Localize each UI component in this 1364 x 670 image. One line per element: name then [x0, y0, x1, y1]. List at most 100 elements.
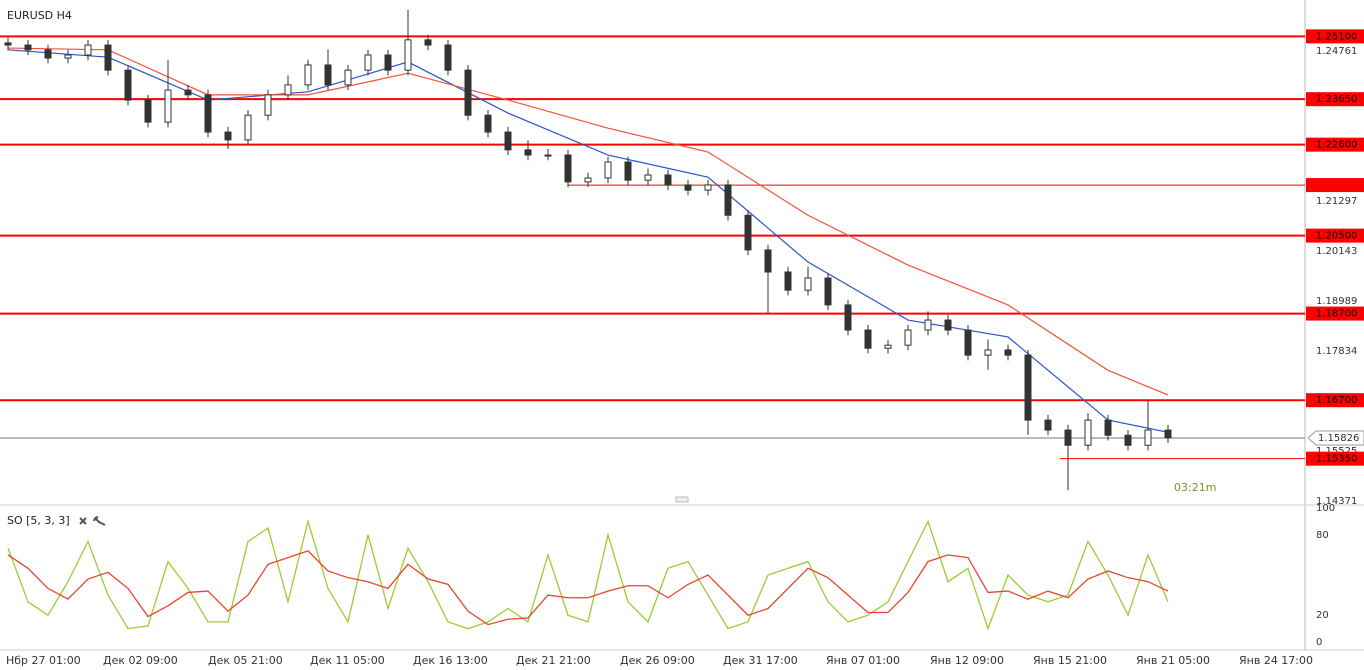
y-tick-label: 1.17834: [1316, 346, 1357, 357]
price-pane: 1.24761 1.21297 1.20143 1.18989 1.17834 1.155…: [0, 9, 1364, 507]
y-tick-label: 100: [1316, 503, 1335, 514]
candle-body: [964, 329, 972, 356]
candle-body: [1104, 419, 1112, 436]
current-price-label: 1.15826: [1318, 433, 1359, 444]
candle-body: [1044, 419, 1052, 431]
candle-body: [324, 64, 332, 86]
y-tick-label: 1.24761: [1316, 46, 1357, 57]
candle-body: [1084, 419, 1092, 446]
candle-body: [764, 249, 772, 273]
candle-body: [124, 69, 132, 101]
candle-body: [1004, 349, 1012, 356]
x-tick-label: Янв 24 17:00: [1239, 654, 1313, 667]
remove-indicator-icon[interactable]: [79, 517, 87, 525]
level-label-box: [1306, 29, 1364, 44]
candle-body: [344, 69, 352, 86]
y-tick-label: 1.14371: [1316, 496, 1357, 507]
candle-body: [684, 184, 692, 191]
candle-body: [784, 271, 792, 291]
candle-body: [64, 54, 72, 59]
level-label-box: [1306, 451, 1364, 466]
candle-body: [864, 329, 872, 349]
oscillator-line: [7, 518, 1169, 631]
level-label-box: [1306, 178, 1364, 193]
candle-body: [1124, 434, 1132, 446]
level-label: 1.23650: [1316, 94, 1357, 105]
x-tick-label: Дек 21 21:00: [516, 654, 591, 667]
candle-body: [1164, 429, 1172, 439]
y-tick-label: 20: [1316, 610, 1329, 621]
candle-body: [564, 154, 572, 183]
level-label: 1.20500: [1316, 231, 1357, 242]
level-label: 1.22600: [1316, 140, 1357, 151]
candle-body: [244, 114, 252, 141]
x-tick-label: Дек 26 09:00: [620, 654, 695, 667]
y-tick-label: 80: [1316, 530, 1329, 541]
bar-countdown: 03:21m: [1174, 481, 1216, 494]
chart-title: EURUSD H4: [7, 9, 72, 22]
y-tick-label: 1.20143: [1316, 246, 1357, 257]
oscillator-line: [7, 550, 1169, 626]
oscillator-pane: 0 20 80 100: [7, 503, 1335, 648]
candle-body: [804, 277, 812, 291]
candle-body: [184, 89, 192, 96]
candle-body: [644, 174, 652, 181]
level-label-box: [1306, 306, 1364, 321]
x-tick-label: Дек 16 13:00: [413, 654, 488, 667]
candle-body: [824, 277, 832, 306]
candle-body: [624, 161, 632, 181]
candle-body: [844, 304, 852, 331]
candle-body: [44, 49, 52, 59]
candle-body: [1064, 429, 1072, 446]
y-tick-label: 1.18989: [1316, 296, 1357, 307]
candle-body: [1144, 429, 1152, 446]
x-tick-label: Дек 02 09:00: [103, 654, 178, 667]
x-tick-label: Дек 31 17:00: [723, 654, 798, 667]
candle-body: [444, 44, 452, 71]
level-label: 1.25100: [1316, 31, 1357, 42]
pane-resize-handle[interactable]: [675, 496, 689, 503]
moving-average: [7, 49, 1169, 433]
level-label: 1.18700: [1316, 309, 1357, 320]
candle-body: [504, 131, 512, 151]
candle-body: [164, 89, 172, 123]
candle-body: [544, 154, 552, 157]
indicator-settings-icon[interactable]: [93, 516, 106, 526]
candle-body: [484, 114, 492, 133]
y-tick-label: 1.21297: [1316, 196, 1357, 207]
candle-body: [224, 131, 232, 141]
candle-body: [4, 42, 12, 46]
candle-body: [284, 84, 292, 96]
candle-body: [884, 344, 892, 349]
candle-body: [464, 69, 472, 116]
x-tick-label: Янв 07 01:00: [826, 654, 900, 667]
x-tick-label: Янв 15 21:00: [1033, 654, 1107, 667]
level-label: 1.15350: [1316, 454, 1357, 465]
x-tick-label: Дек 11 05:00: [310, 654, 385, 667]
candle-body: [584, 177, 592, 183]
level-label: 1.16700: [1316, 395, 1357, 406]
level-label-box: [1306, 228, 1364, 243]
candle-body: [404, 39, 412, 71]
candle-body: [724, 184, 732, 216]
level-label-box: [1306, 393, 1364, 408]
x-tick-label: Янв 12 09:00: [930, 654, 1004, 667]
candle-body: [24, 44, 32, 51]
candle-body: [924, 319, 932, 331]
candle-body: [364, 54, 372, 71]
indicator-title: SO [5, 3, 3]: [7, 514, 70, 527]
candle-body: [984, 349, 992, 356]
title-bg: [2, 8, 72, 24]
candle-body: [704, 184, 712, 191]
y-tick-label: 1.15525: [1316, 446, 1357, 457]
x-tick-label: Дек 05 21:00: [208, 654, 283, 667]
candle-body: [904, 329, 912, 346]
candle-body: [264, 94, 272, 116]
candle-body: [104, 44, 112, 71]
candle-body: [1024, 354, 1032, 421]
candle-body: [144, 99, 152, 123]
candle-body: [204, 94, 212, 133]
candle-body: [944, 319, 952, 331]
